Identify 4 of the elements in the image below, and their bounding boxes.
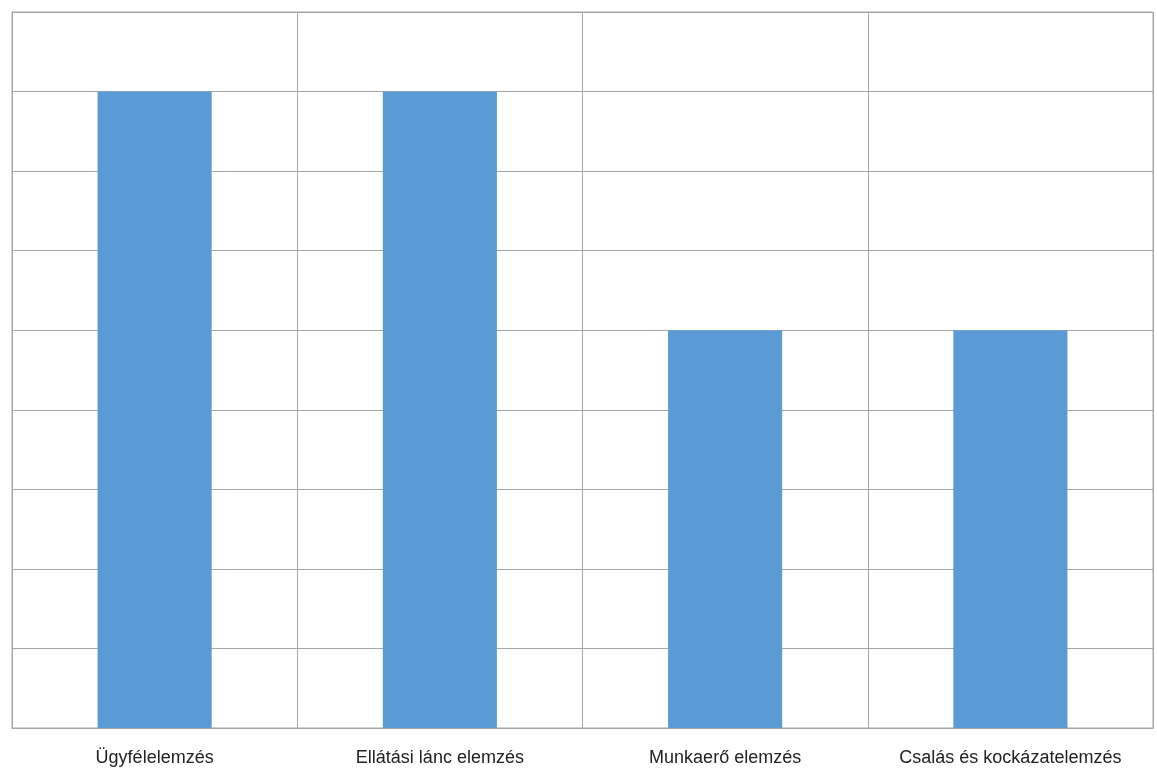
x-tick-label: Munkaerő elemzés xyxy=(649,747,802,767)
x-tick-label: Csalás és kockázatelemzés xyxy=(899,747,1122,767)
x-tick-label: Ellátási lánc elemzés xyxy=(355,747,524,767)
x-tick-label: Ügyfélelemzés xyxy=(95,747,214,767)
